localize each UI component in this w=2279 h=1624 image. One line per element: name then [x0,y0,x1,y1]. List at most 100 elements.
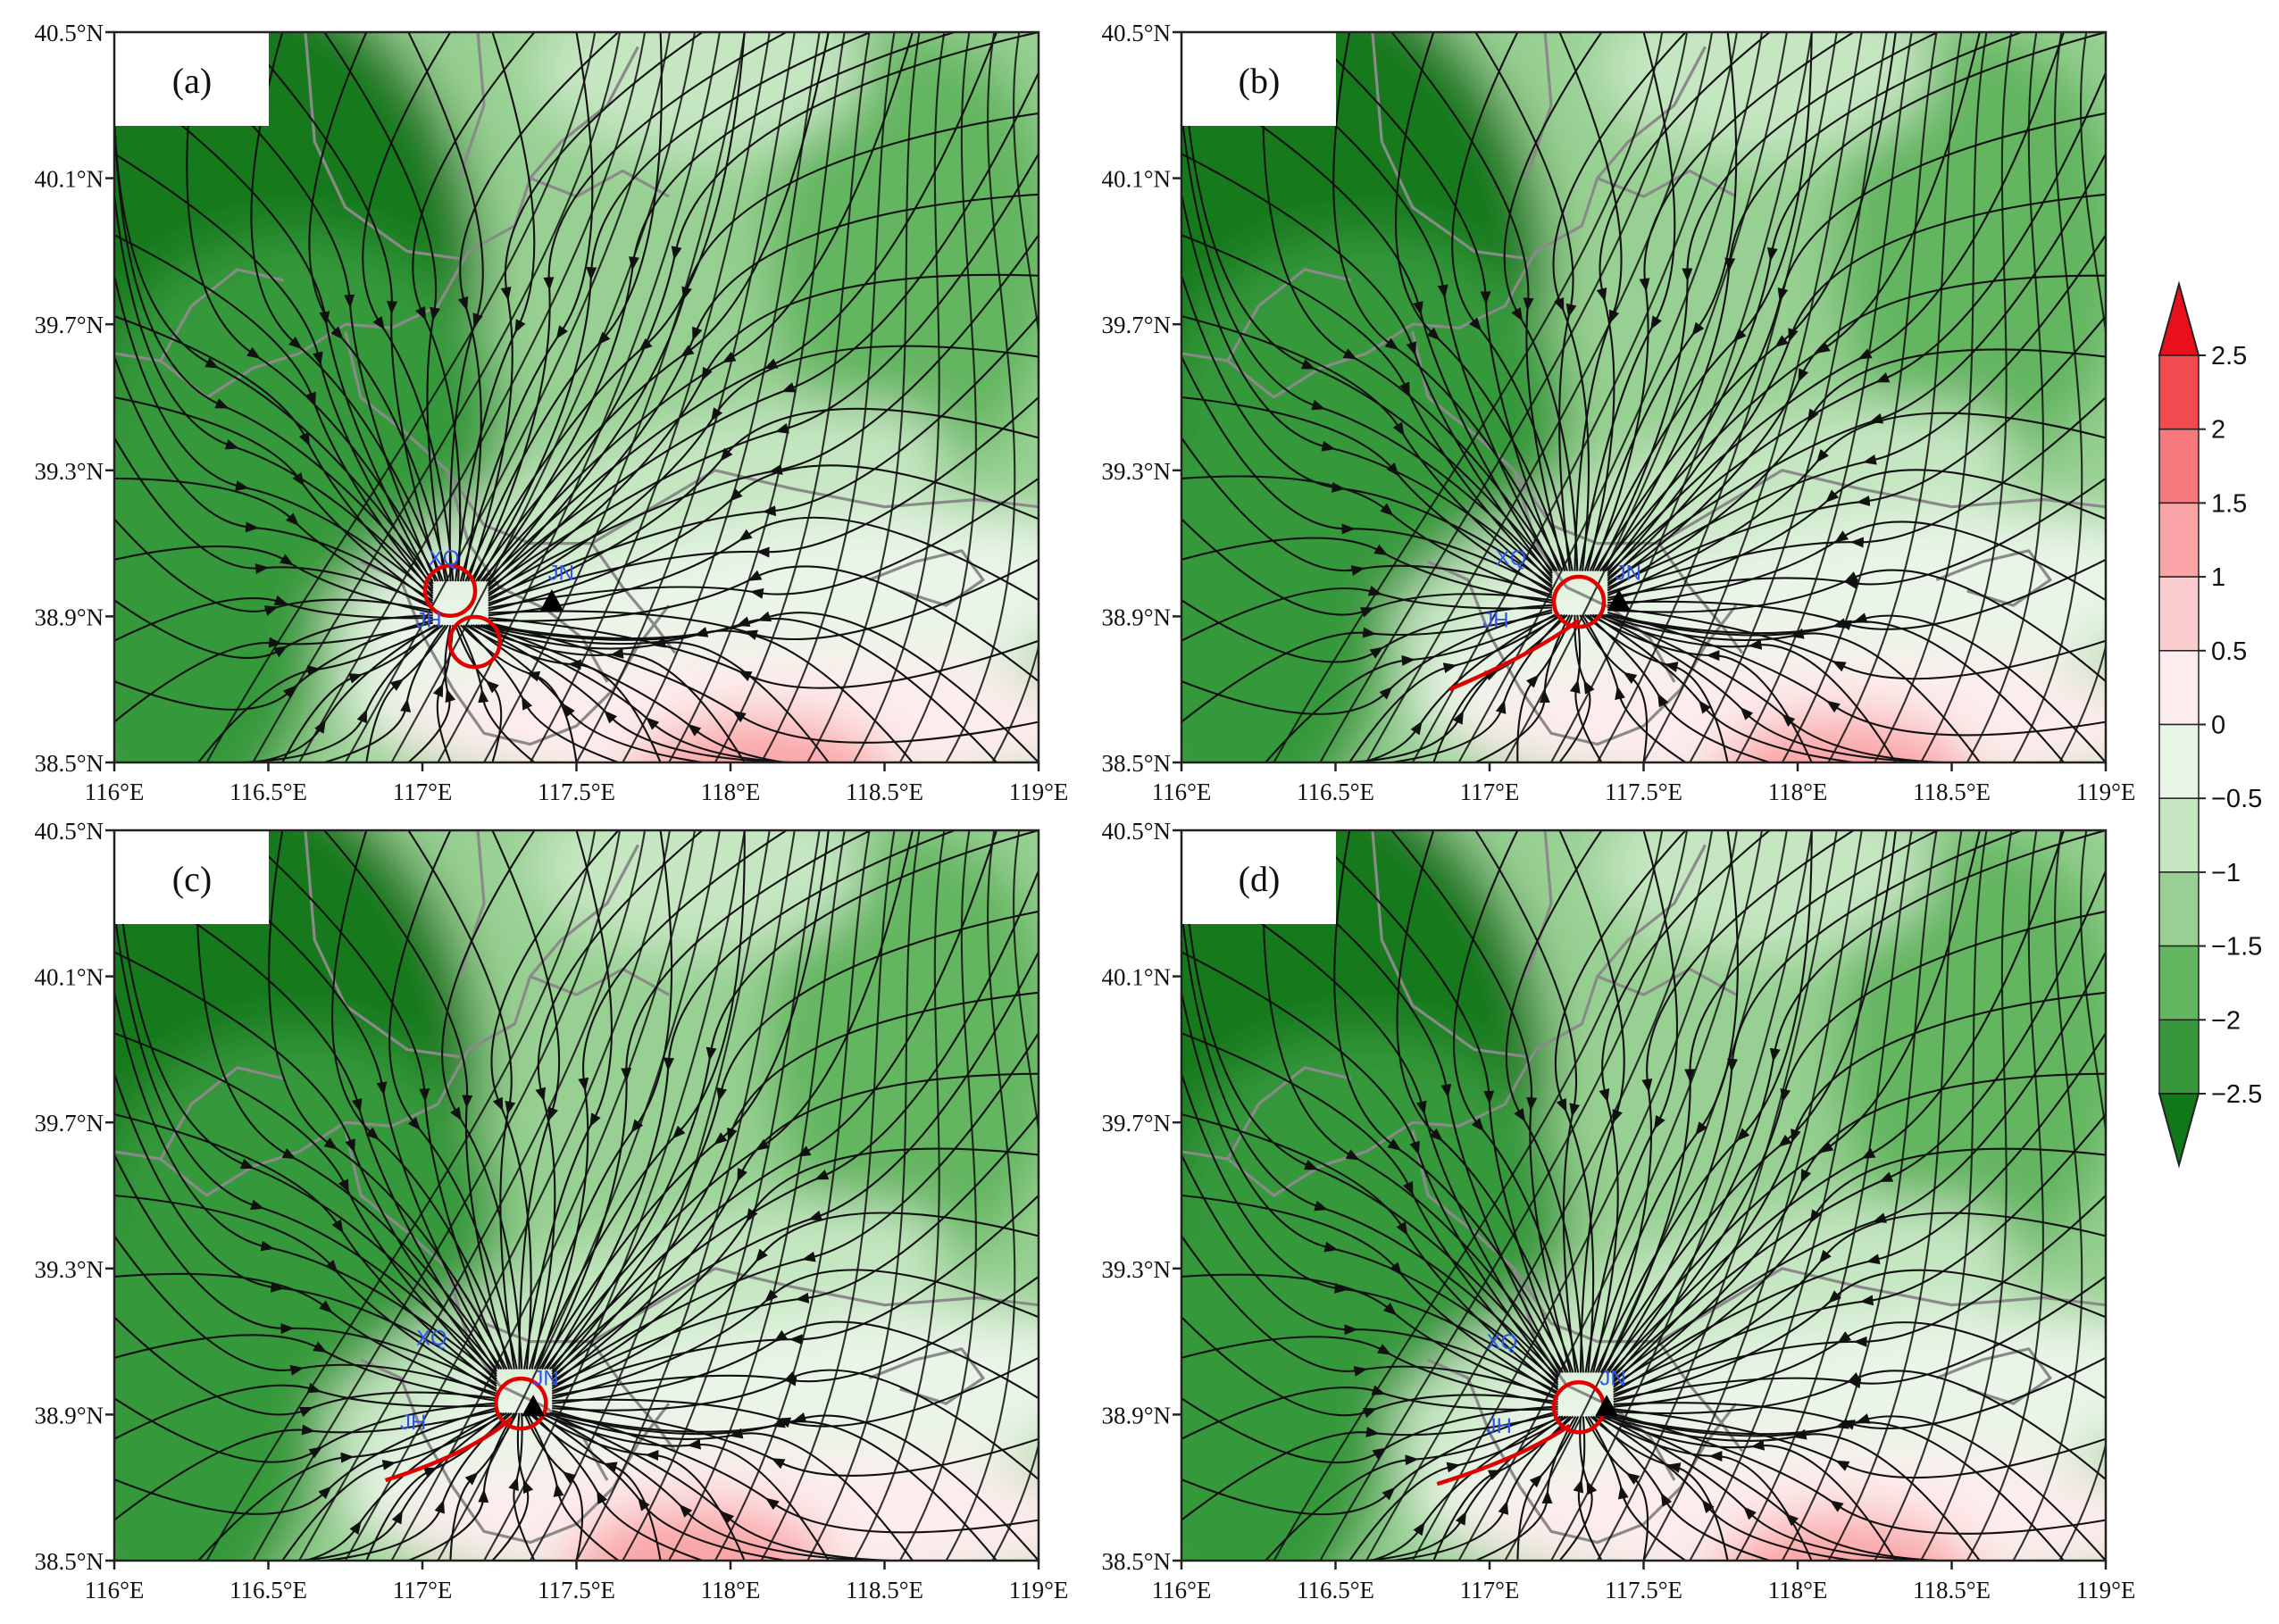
boundary-line [159,268,285,362]
streamline [1181,315,1553,589]
streamline [1262,32,1558,572]
streamline [114,1235,497,1395]
streamline [240,624,441,762]
streamline [488,396,1039,604]
streamlines [1181,32,2106,762]
streamline [544,1412,914,1561]
streamline [1607,612,2106,762]
y-tick-label: 38.9°N [34,1402,104,1428]
boundary-line [457,32,486,179]
y-tick-label: 39.3°N [34,1256,104,1283]
streamline [1605,1415,1981,1561]
streamline [1596,32,1939,572]
streamline [252,32,622,762]
streamline [323,830,511,1370]
streamline [1594,830,1813,1373]
streamline [472,624,787,762]
streamline [457,624,536,762]
streamline [205,32,597,762]
streamline [474,32,830,582]
y-tick-label: 40.1°N [1101,166,1171,193]
colorbar-tick-label: 2.5 [2211,342,2247,371]
streamline [114,1032,497,1382]
panel-label-box [115,33,269,126]
streamline [1613,1113,2106,1391]
streamline [1181,870,1559,1376]
streamline [362,32,455,582]
y-tick-label: 38.9°N [1101,604,1171,630]
colorbar-segment [2158,871,2200,947]
streamline [1583,32,1738,571]
streamline [488,558,1039,641]
streamline [1504,32,1788,762]
streamline [308,32,449,582]
streamline [1181,1154,1559,1394]
streamline [114,1113,497,1387]
streamline [529,830,771,1561]
streamline [1573,1416,1603,1561]
streamline [1348,613,1563,762]
streamline [114,153,434,589]
boundary-line [446,1268,609,1481]
station-label-jh: JH [415,609,441,633]
streamline [1504,830,1788,1561]
streamline [551,910,1039,1375]
streamline [1607,478,2106,599]
streamline [1607,315,2106,589]
streamline [472,32,788,582]
streamline [549,1412,998,1561]
streamline [156,624,437,762]
streamline [551,1269,1039,1400]
streamline [1781,32,1938,762]
streamline [467,32,704,582]
streamline [575,32,796,762]
streamline [1452,830,1580,1373]
streamline [197,1412,503,1561]
streamline [668,32,846,762]
streamline [1613,1321,2106,1408]
streamline [1552,32,1687,571]
streamline [488,32,1039,582]
y-tick-label: 40.1°N [1101,964,1171,991]
streamline [1558,614,1595,762]
streamline [1607,469,2106,602]
streamline [441,830,536,1370]
streamline [324,1412,510,1561]
colorbar-tick-label: 0 [2211,712,2225,740]
station-triangle-icon [1595,1395,1619,1417]
colorbar-segment [2158,428,2200,504]
streamline [1181,1397,1558,1464]
boundary-line [1524,830,1553,978]
y-tick-label: 39.7°N [1101,1110,1171,1137]
x-tick-label: 119°E [1009,1577,1069,1603]
streamline [1474,830,1581,1373]
streamline [114,437,434,607]
streamline [898,32,977,762]
streamline [1612,910,2106,1378]
streamline [1642,830,1863,1561]
streamline [1689,830,1888,1561]
colorbar-min-arrow [2158,1093,2200,1169]
station-label-jn: JN [1599,1367,1625,1391]
streamline [1265,1415,1564,1561]
streamline [1607,71,2106,575]
streamline [1181,611,1553,723]
streamline [1613,1370,2106,1480]
axes: 116°E 116.5°E 117°E 117.5°E 118°E 118.5°E 119°… [34,20,1068,805]
streamline [1550,32,1813,762]
x-tick-label: 118°E [701,779,761,805]
streamlines [114,830,1039,1561]
map-content: XQ JH JN [114,32,1039,762]
streamline [114,951,497,1378]
streamline [1181,1235,1558,1398]
streamline [991,32,1039,762]
streamline [546,830,956,1370]
highlight-circle [422,563,478,619]
streamline [482,624,955,762]
streamline [1592,1415,1770,1561]
streamline [1607,611,2106,737]
streamline [1181,1073,1559,1388]
streamline [551,830,1039,1370]
streamline [536,1412,787,1561]
